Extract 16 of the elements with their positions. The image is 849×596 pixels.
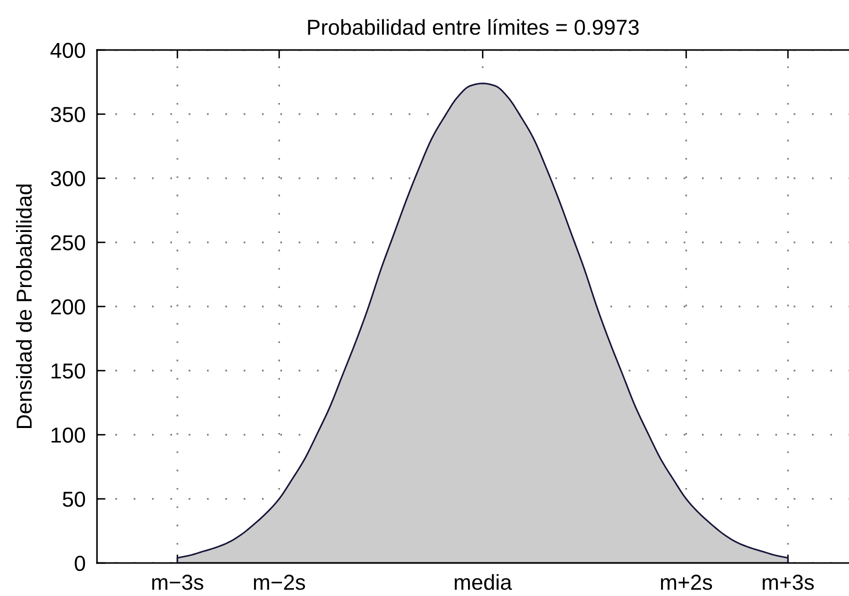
x-tick-label: m−3s <box>152 574 204 590</box>
y-axis-title: Densidad de Probabilidad <box>16 184 32 428</box>
x-tick-label: m−2s <box>254 574 306 590</box>
x-tick-label: m+2s <box>661 574 712 590</box>
y-tick-label: 50 <box>62 492 86 507</box>
y-tick-label: 200 <box>51 299 86 315</box>
y-tick-label: 400 <box>50 42 86 58</box>
y-tick-label: 150 <box>52 363 86 379</box>
y-tick-label: 250 <box>51 235 86 250</box>
x-tick-label: m+3s <box>762 574 814 590</box>
y-tick-label: 0 <box>74 556 86 572</box>
y-tick-label: 100 <box>52 428 86 443</box>
chart-title: Probabilidad entre límites = 0.9973 <box>308 18 639 35</box>
y-tick-label: 300 <box>50 171 86 186</box>
x-tick-label: media <box>454 574 512 590</box>
y-tick-label: 350 <box>50 106 86 122</box>
